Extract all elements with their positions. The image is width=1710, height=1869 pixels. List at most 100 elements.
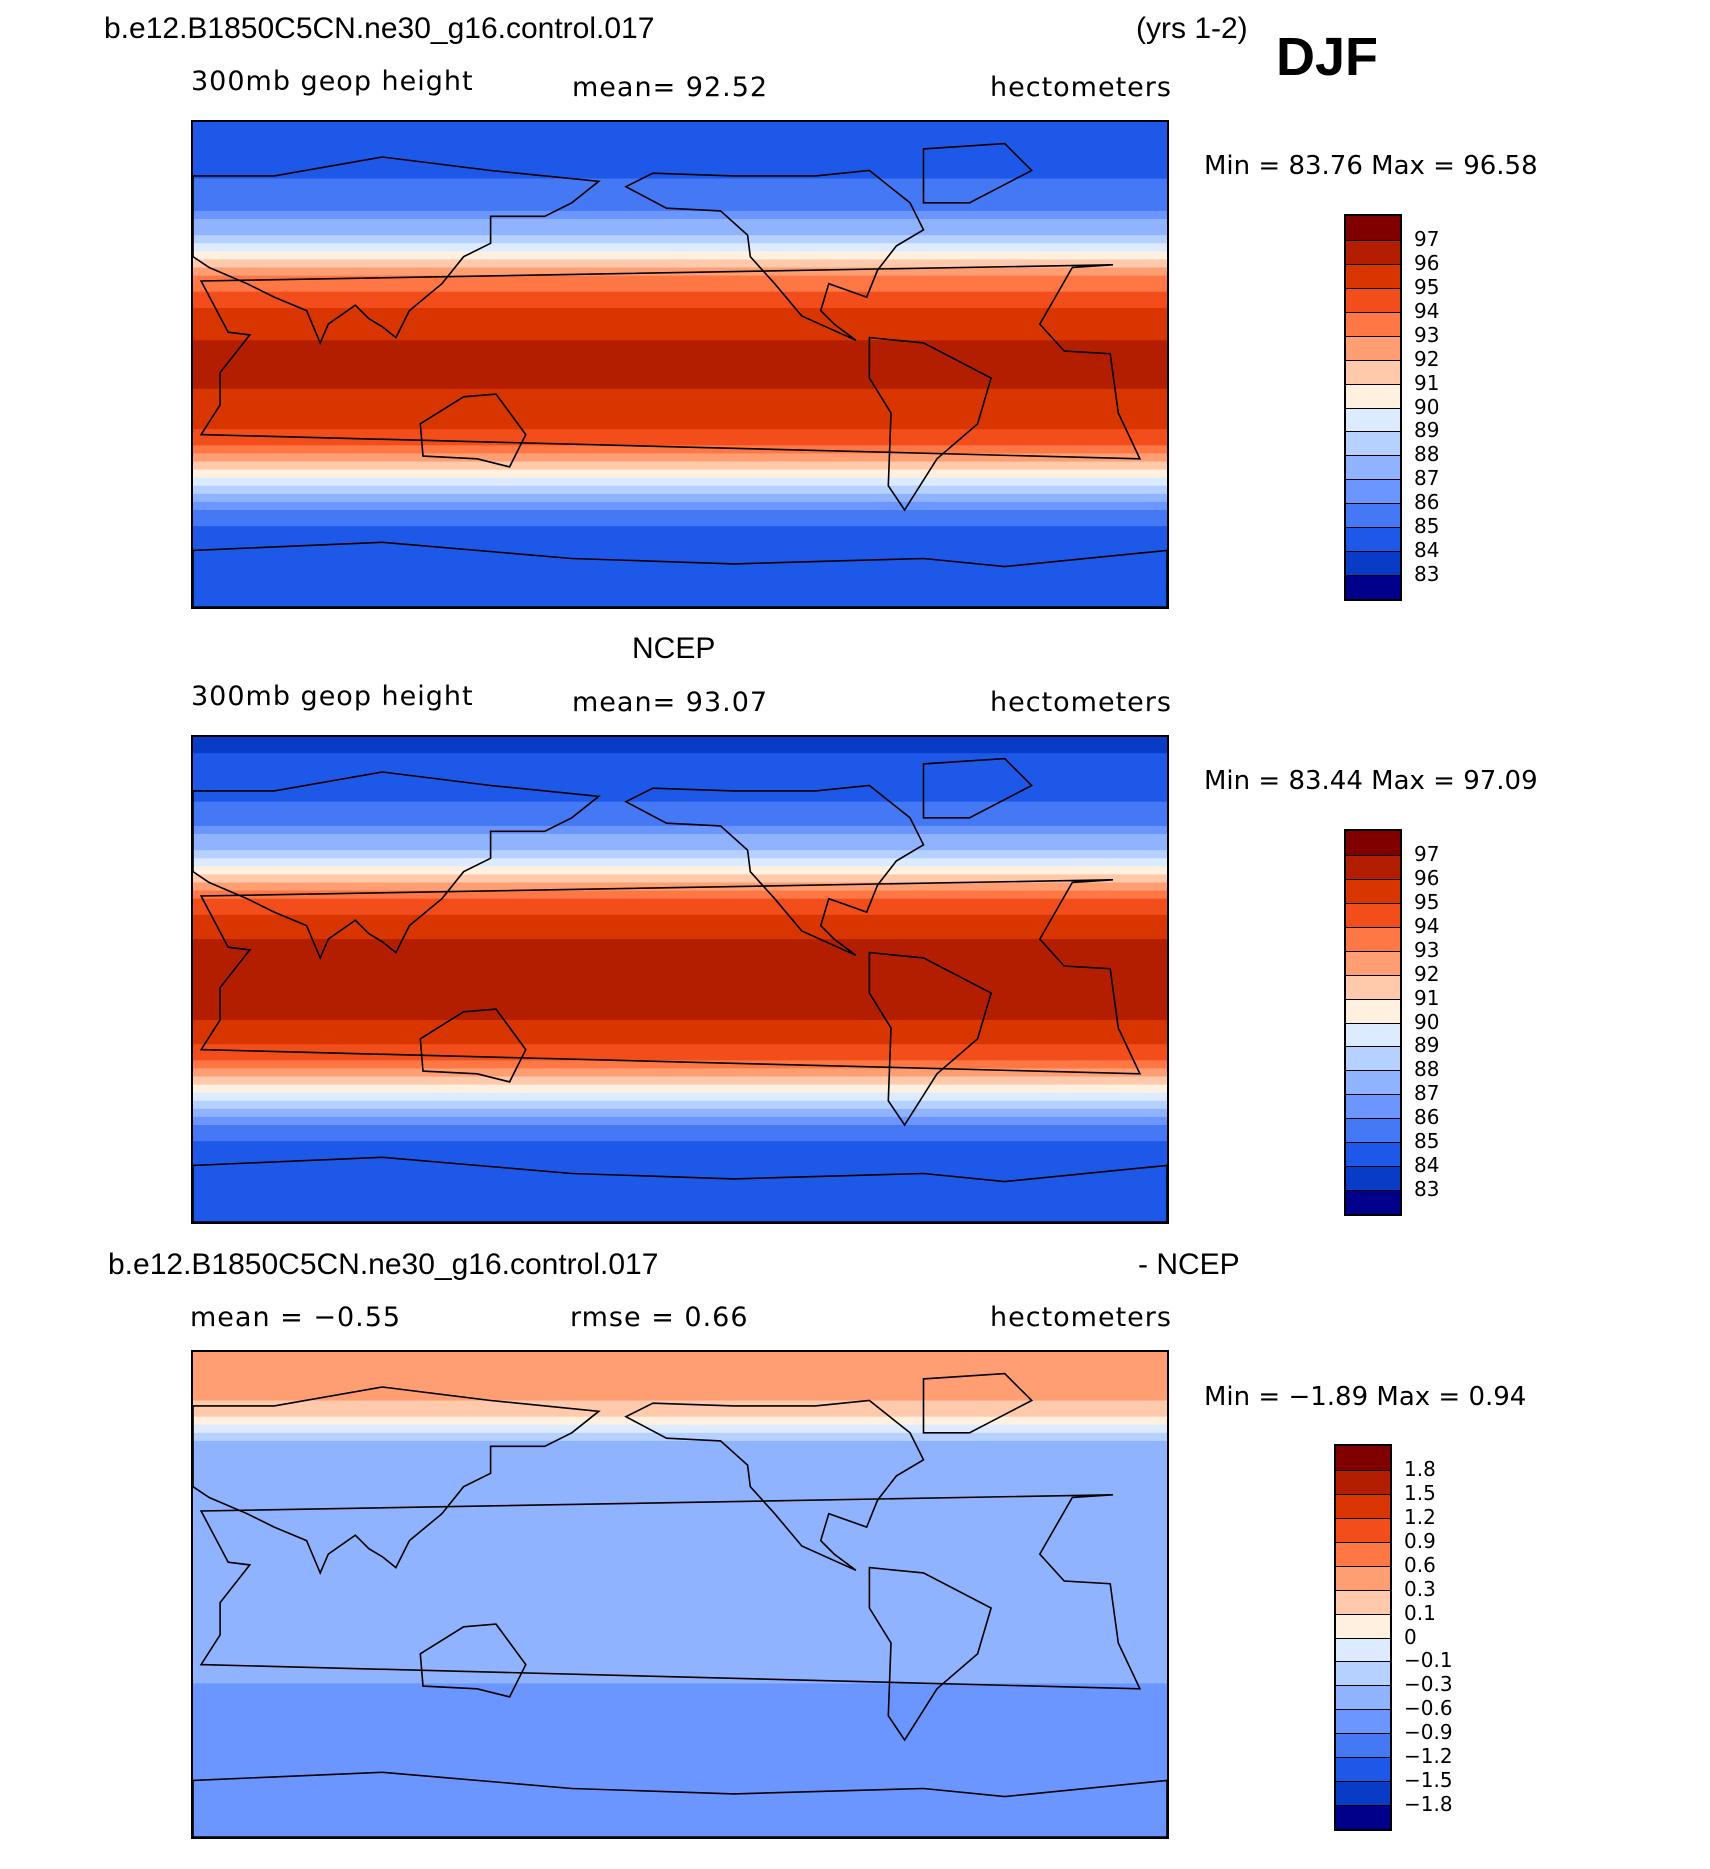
panel3-map-band bbox=[193, 1562, 1167, 1571]
panel3-map-band bbox=[193, 1473, 1167, 1482]
panel2-map-band bbox=[193, 1092, 1167, 1102]
panel1-map-band bbox=[193, 340, 1167, 349]
panel1-map-band bbox=[193, 364, 1167, 374]
panel2-map-coastline bbox=[419, 1008, 527, 1083]
panel2-colorbar-swatch bbox=[1346, 998, 1400, 1023]
panel1-colorbar-swatch bbox=[1346, 359, 1400, 384]
panel3-colorbar-swatch bbox=[1336, 1685, 1390, 1710]
panel1-colorbar-tick-label: 88 bbox=[1414, 442, 1440, 467]
panel3-rmse: rmse = 0.66 bbox=[570, 1302, 749, 1333]
panel2-map-band bbox=[193, 1189, 1167, 1199]
panel2-map-band bbox=[193, 793, 1167, 803]
panel1-map-band bbox=[193, 518, 1167, 527]
panel1-map-band bbox=[193, 429, 1167, 438]
panel2-map-band bbox=[193, 1068, 1167, 1078]
panel3-map-band bbox=[193, 1683, 1167, 1693]
panel2-map-band bbox=[193, 955, 1167, 964]
panel2-minmax: Min = 83.44 Max = 97.09 bbox=[1204, 766, 1538, 796]
panel3-colorbar-tick-label: 0.3 bbox=[1404, 1576, 1436, 1601]
panel1-colorbar-tick-label: 95 bbox=[1414, 274, 1440, 299]
panel3-colorbar-swatch bbox=[1336, 1541, 1390, 1566]
panel3-map-band bbox=[193, 1416, 1167, 1426]
panel3-map-band bbox=[193, 1691, 1167, 1701]
panel3-colorbar-swatch bbox=[1336, 1589, 1390, 1614]
panel3-map-coastline bbox=[922, 1372, 1034, 1434]
panel2-map-band bbox=[193, 834, 1167, 843]
panel2-map-band bbox=[193, 809, 1167, 819]
panel2-units: hectometers bbox=[990, 687, 1172, 718]
panel2-colorbar-tick-label: 88 bbox=[1414, 1057, 1440, 1082]
panel3-map-band bbox=[193, 1537, 1167, 1547]
panel3-map-band bbox=[193, 1505, 1167, 1515]
panel3-colorbar-swatch bbox=[1336, 1757, 1390, 1782]
panel2-colorbar-swatch bbox=[1346, 854, 1400, 879]
panel3-map-band bbox=[193, 1667, 1167, 1676]
panel3-units: hectometers bbox=[990, 1302, 1172, 1333]
panel1-map bbox=[191, 120, 1169, 609]
panel1-map-band bbox=[193, 178, 1167, 188]
panel3-map-band bbox=[193, 1513, 1167, 1523]
panel2-map-band bbox=[193, 1028, 1167, 1037]
panel2-map-band bbox=[193, 842, 1167, 851]
panel3-map-coastline bbox=[193, 1386, 601, 1575]
panel3-map-band bbox=[193, 1570, 1167, 1579]
panel2-map-band bbox=[193, 947, 1167, 956]
panel3-colorbar-swatch bbox=[1336, 1637, 1390, 1662]
panel3-map-band bbox=[193, 1481, 1167, 1491]
panel3-colorbar-tick-label: 0.9 bbox=[1404, 1528, 1436, 1553]
panel3-map-band bbox=[193, 1748, 1167, 1757]
panel1-colorbar-swatch bbox=[1346, 551, 1400, 576]
panel1-colorbar-tick-label: 96 bbox=[1414, 250, 1440, 275]
panel1-map-coastline bbox=[922, 142, 1034, 204]
panel1-map-band bbox=[193, 251, 1167, 261]
panel3-minmax: Min = −1.89 Max = 0.94 bbox=[1204, 1382, 1527, 1412]
panel1-colorbar bbox=[1344, 214, 1402, 601]
panel1-map-band bbox=[193, 332, 1167, 341]
panel2-map-band bbox=[193, 1197, 1167, 1207]
panel2-map-band bbox=[193, 1084, 1167, 1094]
panel3-map-band bbox=[193, 1360, 1167, 1369]
panel3-colorbar-swatch bbox=[1336, 1446, 1390, 1470]
panel3-colorbar-tick-label: −0.1 bbox=[1404, 1648, 1453, 1673]
panel3-colorbar-swatch bbox=[1336, 1493, 1390, 1518]
panel3-map-band bbox=[193, 1699, 1167, 1709]
panel3-map-band bbox=[193, 1352, 1167, 1361]
panel3-colorbar-tick-label: −1.8 bbox=[1404, 1792, 1453, 1817]
panel2-map-band bbox=[193, 1108, 1167, 1118]
panel1-map-band bbox=[193, 210, 1167, 220]
panel1-map-band bbox=[193, 396, 1167, 406]
panel1-map-band bbox=[193, 477, 1167, 487]
panel2-map-band bbox=[193, 1205, 1167, 1215]
panel1-variable: 300mb geop height bbox=[191, 66, 474, 97]
panel2-map-band bbox=[193, 987, 1167, 997]
panel3-colorbar-tick-label: 0.1 bbox=[1404, 1600, 1436, 1625]
panel3-map-band bbox=[193, 1432, 1167, 1442]
panel3-colorbar-tick-label: 1.5 bbox=[1404, 1480, 1436, 1505]
panel3-colorbar-swatch bbox=[1336, 1517, 1390, 1542]
panel1-map-band bbox=[193, 291, 1167, 301]
panel1-colorbar-swatch bbox=[1346, 383, 1400, 408]
panel3-map-band bbox=[193, 1756, 1167, 1765]
panel3-colorbar-swatch bbox=[1336, 1733, 1390, 1758]
panel1-map-band bbox=[193, 413, 1167, 422]
panel3-map-band bbox=[193, 1626, 1167, 1636]
panel1-colorbar-tick-label: 90 bbox=[1414, 394, 1440, 419]
panel1-map-band bbox=[193, 501, 1167, 511]
panel3-map-band bbox=[193, 1715, 1167, 1725]
panel1-colorbar-swatch bbox=[1346, 575, 1400, 599]
panel2-colorbar-swatch bbox=[1346, 902, 1400, 927]
panel3-map-band bbox=[193, 1368, 1167, 1377]
panel1-colorbar-swatch bbox=[1346, 335, 1400, 360]
panel1-map-band bbox=[193, 493, 1167, 503]
panel1-map-band bbox=[193, 324, 1167, 333]
panel3-map-band bbox=[193, 1489, 1167, 1499]
panel1-map-band bbox=[193, 453, 1167, 463]
panel2-map-band bbox=[193, 914, 1167, 924]
panel2-colorbar-tick-label: 86 bbox=[1414, 1105, 1440, 1130]
panel1-map-band bbox=[193, 283, 1167, 293]
panel3-map-band bbox=[193, 1804, 1167, 1814]
panel2-colorbar-tick-label: 87 bbox=[1414, 1081, 1440, 1106]
panel2-colorbar-swatch bbox=[1346, 831, 1400, 855]
panel2-map-band bbox=[193, 777, 1167, 787]
panel3-map-band bbox=[193, 1643, 1167, 1652]
